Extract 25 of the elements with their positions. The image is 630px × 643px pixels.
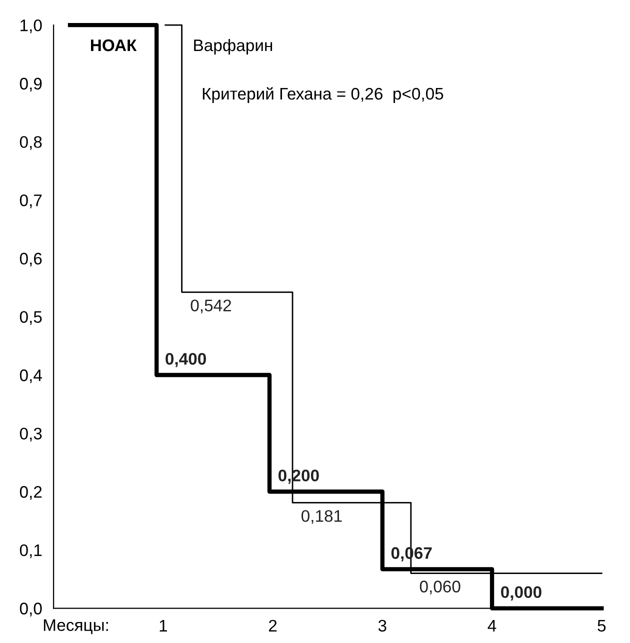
x-tick-label: 2 (268, 620, 277, 632)
y-tick-label: 0,5 (20, 311, 42, 325)
y-tick-label: 0,2 (20, 486, 42, 500)
data-label: 0,060 (420, 580, 460, 594)
series-label: НОАК (91, 39, 137, 52)
series-label: Варфарин (194, 38, 272, 54)
x-tick-label: 5 (598, 620, 606, 632)
y-tick-label: 1,0 (20, 19, 42, 34)
y-tick-label: 0,1 (20, 544, 42, 558)
data-label: 0,400 (166, 352, 206, 368)
y-tick-label: 0,7 (20, 194, 42, 208)
annotation: Критерий Гехана = 0,26 p<0,05 (202, 87, 444, 103)
y-tick-label: 0,8 (20, 136, 42, 150)
data-label: 0,542 (190, 300, 232, 314)
y-tick-label: 0,4 (20, 369, 42, 384)
y-tick-label: 0,0 (20, 602, 42, 616)
x-tick-label: 1 (160, 620, 167, 632)
data-label: 0,000 (501, 586, 542, 600)
x-tick-label: 4 (488, 620, 496, 632)
y-tick-label: 0,3 (20, 428, 42, 442)
y-tick-label: 0,6 (20, 252, 42, 267)
x-tick-label: 3 (378, 620, 386, 632)
y-tick-label: 0,9 (20, 78, 42, 92)
data-label: 0,181 (302, 510, 342, 524)
x-axis-title: Месяцы: (44, 619, 108, 634)
